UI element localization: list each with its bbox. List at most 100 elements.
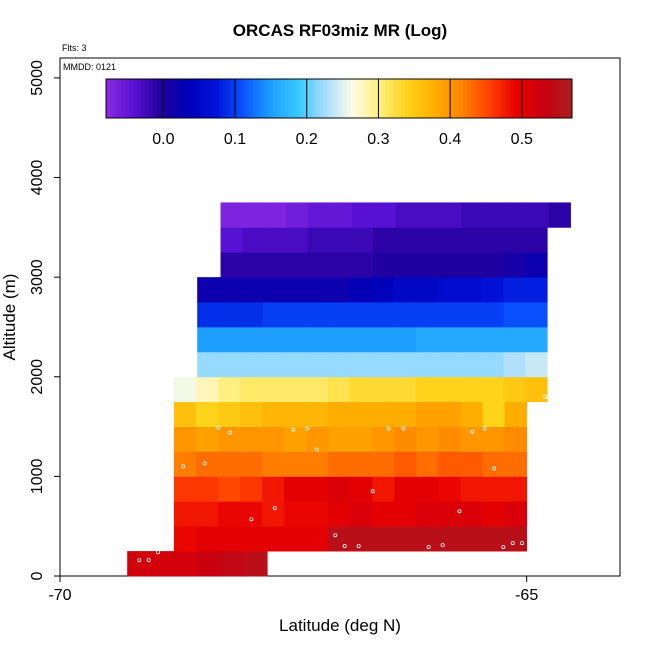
heatmap-cell [197,551,221,577]
heatmap-cell [459,326,482,353]
sample-marker [491,466,496,471]
heatmap-cell [220,202,243,228]
sample-marker [272,506,277,511]
sample-marker [457,509,462,514]
heatmap-cell [220,252,243,278]
heatmap-cell [328,476,351,502]
sample-marker [314,447,319,452]
heatmap-cell [240,451,263,477]
colorbar-segment [226,79,231,118]
y-axis: 0 1000 2000 3000 4000 5000 [29,60,60,580]
colorbar-segment [327,79,332,118]
colorbar-segment [172,79,177,118]
heatmap-cell [264,252,287,278]
colorbar-segment [521,79,526,118]
colorbar-segment [183,79,189,118]
colorbar-segment [540,79,546,118]
heatmap-cell [305,376,328,403]
heatmap-cell [504,526,528,552]
heatmap-cell [328,526,351,552]
sample-marker [482,426,487,431]
heatmap-cell [372,326,395,353]
heatmap-cell [525,302,548,328]
heatmap-cell [306,326,329,353]
heatmap-cell [525,351,548,378]
heatmap-cell [504,451,528,477]
heatmap-cell [437,351,461,378]
heatmap-cell [240,526,263,552]
heatmap-cell [306,526,329,552]
heatmap-cell [262,351,286,378]
heatmap-cell [240,351,264,378]
heatmap-cell [372,426,395,452]
heatmap-cell [306,277,329,303]
colorbar-segment [420,79,425,118]
colorbar-segment [537,79,542,118]
colorbar-segment [509,79,515,118]
colorbar-segment [218,79,223,118]
sample-marker [249,517,254,522]
heatmap-cell [262,326,286,353]
heatmap-cell [503,227,526,253]
colorbar-segment [296,79,301,118]
heatmap-cell [285,227,309,253]
sample-marker [169,533,174,538]
heatmap-cell [219,302,242,328]
colorbar-segment [482,79,488,118]
heatmap-cell [307,227,330,253]
colorbar-segment [544,79,550,118]
heatmap-cell [306,351,329,378]
heatmap-cell [220,551,245,577]
heatmap-cell [284,476,307,502]
heatmap-cell [351,227,374,253]
heatmap-cell [350,501,373,527]
heatmap-cell [372,252,396,278]
sample-marker [356,544,361,549]
colorbar-segment [354,79,359,118]
heatmap-cell [350,451,373,477]
heatmap-cell [306,302,329,328]
colorbar-segment [362,79,367,118]
heatmap-cell [460,501,483,527]
heatmap-cell [350,351,373,378]
heatmap-cell [284,326,307,353]
sample-markers [137,201,593,564]
colorbar-segment [288,79,293,118]
heatmap-cell [306,476,329,502]
colorbar-segment [401,79,406,118]
colorbar-segment [121,79,126,118]
heatmap-cell [350,426,373,452]
colorbar-segment [385,79,390,118]
sample-marker [216,425,221,430]
sample-marker [305,426,310,431]
heatmap-cell [127,551,151,577]
colorbar-segment [195,79,200,118]
heatmap-cell [349,376,372,403]
heatmap-cell [220,227,243,253]
heatmap-cell [217,451,241,477]
heatmap-cell [173,401,197,427]
heatmap-cell [460,451,483,477]
heatmap-cell [219,351,242,378]
heatmap-cell [481,277,504,303]
heatmap-cell [264,202,287,228]
heatmap-cell [262,277,286,303]
heatmap-cell [437,376,460,403]
heatmap-cell [264,227,287,253]
heatmap-cell [504,426,528,452]
colorbar-segment [160,79,165,118]
heatmap-cell [438,227,461,253]
heatmap-cell [243,551,268,577]
colorbar-segment [234,79,239,118]
x-tick-label: -70 [48,587,71,604]
heatmap-cell [415,376,438,403]
heatmap-cell [242,227,265,253]
heatmap-cell [284,526,307,552]
heatmap-cell [217,426,241,452]
heatmap-cell [195,476,219,502]
heatmap-cell [262,451,285,477]
heatmap-cell [438,426,461,452]
sample-marker [342,544,347,549]
sample-marker [588,219,593,224]
heatmap-cell [503,351,526,378]
